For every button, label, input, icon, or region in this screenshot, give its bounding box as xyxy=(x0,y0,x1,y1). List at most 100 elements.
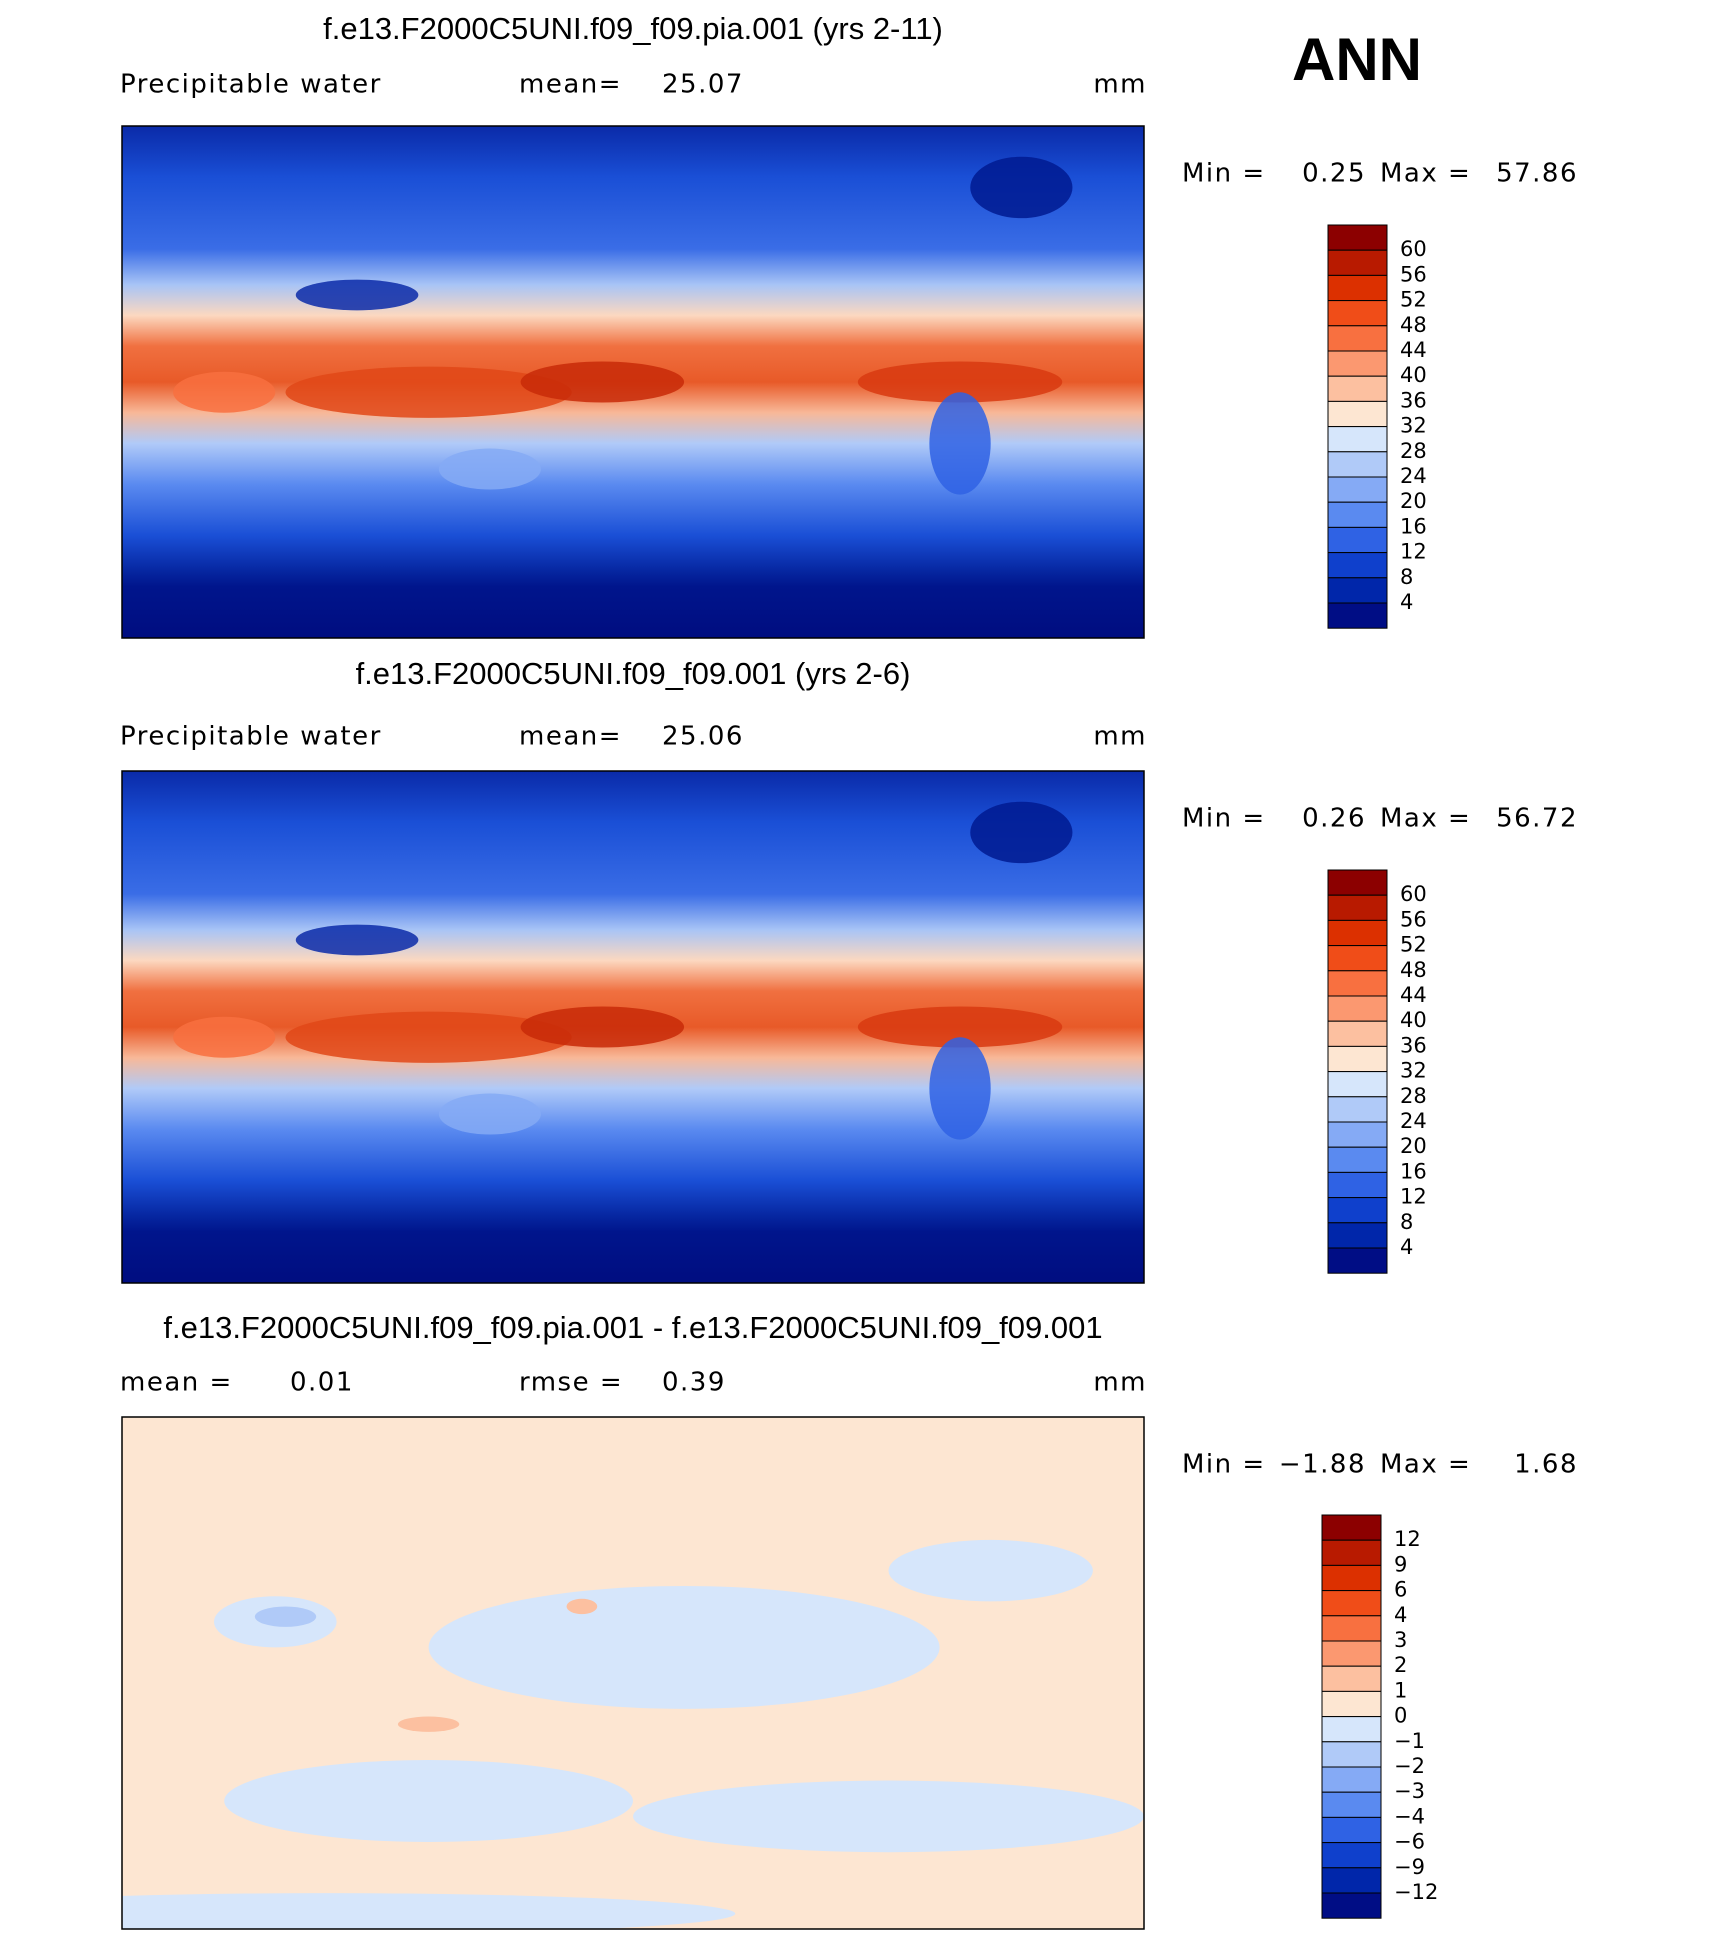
colorbar-box xyxy=(1327,476,1388,503)
colorbar-label: 28 xyxy=(1400,439,1427,463)
colorbar-label: 48 xyxy=(1400,958,1427,982)
colorbar-box xyxy=(1321,1640,1382,1667)
center-label: mean= xyxy=(519,722,622,752)
max-value: 56.72 xyxy=(1496,804,1578,834)
colorbar-box xyxy=(1327,1171,1388,1199)
colorbar-label: −9 xyxy=(1394,1855,1425,1879)
center-value: 25.07 xyxy=(662,70,744,100)
colorbar-box xyxy=(1327,1197,1388,1224)
units: mm xyxy=(1093,1368,1147,1398)
max-value: 57.86 xyxy=(1496,159,1578,189)
colorbar-box xyxy=(1327,919,1388,947)
map-field xyxy=(122,1417,1144,1929)
colorbar-label: 20 xyxy=(1400,1134,1427,1158)
colorbar-box xyxy=(1327,400,1388,428)
colorbar-label: 16 xyxy=(1400,514,1427,538)
field-patch xyxy=(970,156,1073,219)
max-value: 1.68 xyxy=(1514,1450,1578,1480)
center-value: 0.39 xyxy=(662,1368,726,1398)
colorbar-box xyxy=(1321,1867,1382,1894)
min-label: Min = xyxy=(1182,1450,1266,1480)
colorbar-box xyxy=(1321,1842,1382,1869)
center-value: 25.06 xyxy=(662,722,744,752)
colorbar-label: −6 xyxy=(1394,1830,1425,1854)
panel-title: f.e13.F2000C5UNI.f09_f09.pia.001 - f.e13… xyxy=(163,1310,1102,1345)
max-label: Max = xyxy=(1380,159,1471,189)
center-label: rmse = xyxy=(519,1368,623,1398)
colorbar-label: 9 xyxy=(1394,1552,1407,1576)
colorbar-label: 60 xyxy=(1400,882,1427,906)
field-patch xyxy=(566,1598,598,1615)
panel-left-label: Precipitable water xyxy=(120,70,382,100)
colorbar-label: 40 xyxy=(1400,363,1427,387)
colorbar-label: 32 xyxy=(1400,414,1427,438)
colorbar-box xyxy=(1327,995,1388,1022)
field-patch xyxy=(397,1716,460,1732)
colorbar-box xyxy=(1327,526,1388,554)
colorbar-box xyxy=(1327,894,1388,921)
colorbar-box xyxy=(1321,1564,1382,1592)
field-patch xyxy=(285,1011,572,1063)
colorbar-box xyxy=(1327,224,1388,251)
panel-left-value: 0.01 xyxy=(290,1368,354,1398)
colorbar-label: 0 xyxy=(1394,1704,1407,1728)
colorbar-box xyxy=(1327,1096,1388,1123)
colorbar-box xyxy=(1321,1766,1382,1793)
colorbar-box xyxy=(1327,552,1388,579)
field-patch xyxy=(254,1606,317,1627)
colorbar-label: 60 xyxy=(1400,237,1427,261)
field-patch xyxy=(857,1006,1063,1048)
colorbar-box xyxy=(1327,1146,1388,1173)
colorbar-box xyxy=(1327,350,1388,377)
map xyxy=(121,1416,1145,1930)
colorbar-box xyxy=(1327,1222,1388,1249)
colorbar-box xyxy=(1327,1247,1388,1274)
colorbar-label: 28 xyxy=(1400,1084,1427,1108)
max-label: Max = xyxy=(1380,804,1471,834)
colorbar-label: −12 xyxy=(1394,1880,1438,1904)
min-value: 0.25 xyxy=(1302,159,1366,189)
colorbar-box xyxy=(1327,1020,1388,1047)
colorbar-label: 36 xyxy=(1400,1033,1427,1057)
colorbar-label: 48 xyxy=(1400,313,1427,337)
colorbar-label: 4 xyxy=(1400,590,1413,614)
units: mm xyxy=(1093,722,1147,752)
min-label: Min = xyxy=(1182,159,1266,189)
field-patch xyxy=(888,1539,1093,1602)
colorbar-label: −3 xyxy=(1394,1779,1425,1803)
field-patch xyxy=(929,392,991,495)
colorbar-label: 12 xyxy=(1400,1185,1427,1209)
colorbar-box xyxy=(1321,1665,1382,1692)
colorbar-box xyxy=(1327,1071,1388,1098)
colorbar-box xyxy=(1321,1816,1382,1844)
colorbar-box xyxy=(1321,1741,1382,1768)
colorbar-box xyxy=(1321,1514,1382,1541)
colorbar-box xyxy=(1321,1892,1382,1919)
colorbar-label: 44 xyxy=(1400,338,1427,362)
field-patch xyxy=(633,1780,1144,1853)
field-patch xyxy=(224,1760,633,1842)
colorbar-label: 20 xyxy=(1400,489,1427,513)
colorbar-label: 4 xyxy=(1400,1235,1413,1259)
colorbar-box xyxy=(1327,375,1388,402)
panel-left-label: Precipitable water xyxy=(120,722,382,752)
field-patch xyxy=(438,448,542,490)
colorbar-box xyxy=(1321,1791,1382,1818)
colorbar-box xyxy=(1327,970,1388,997)
colorbar-box xyxy=(1327,325,1388,352)
map-frame xyxy=(121,1416,1145,1930)
center-label: mean= xyxy=(519,70,622,100)
colorbar-box xyxy=(1321,1690,1382,1718)
colorbar-label: 56 xyxy=(1400,262,1427,286)
field-patch xyxy=(520,361,685,403)
colorbar-box xyxy=(1327,274,1388,302)
field-patch xyxy=(122,1893,736,1929)
colorbar-label: 52 xyxy=(1400,288,1427,312)
field-patch xyxy=(285,366,572,418)
colorbar-box xyxy=(1327,869,1388,896)
colorbar-label: 12 xyxy=(1400,540,1427,564)
colorbar-label: 1 xyxy=(1394,1678,1407,1702)
colorbar-box xyxy=(1327,1045,1388,1073)
colorbar-label: 44 xyxy=(1400,983,1427,1007)
